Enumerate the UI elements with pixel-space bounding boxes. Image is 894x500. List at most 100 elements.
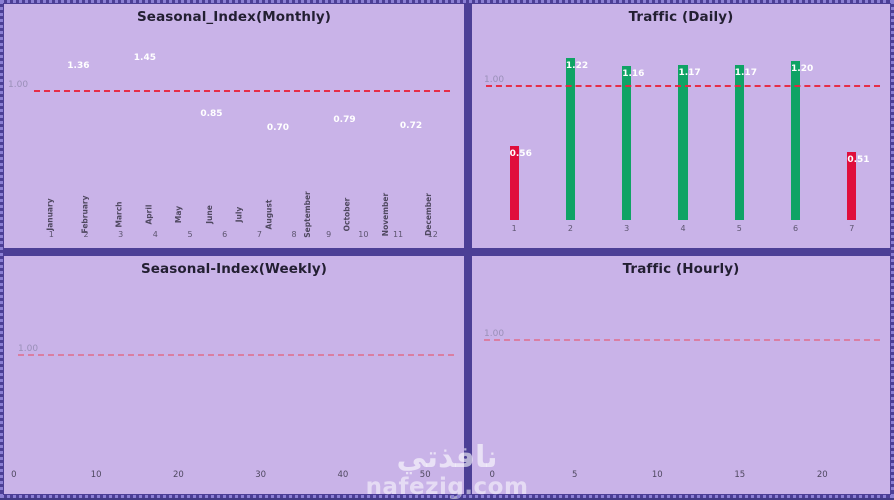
x-axis-tick-label: 4	[152, 230, 158, 239]
bar-item[interactable]: 0.85	[200, 109, 223, 120]
x-axis-tick-label: 11	[392, 230, 404, 239]
bar-item[interactable]	[253, 288, 331, 466]
plot-area-monthly: 1.361.450.850.700.790.720.760.770.851.02…	[8, 34, 450, 239]
bar-value-label: 1.17	[678, 67, 701, 78]
x-axis-tick-labels: 1 2 3 4 5 6 7	[486, 224, 880, 233]
bar-item[interactable]	[722, 288, 770, 466]
bar-item[interactable]: 1.20	[767, 34, 823, 220]
bar-item[interactable]: 1.17	[655, 34, 711, 220]
reference-line	[34, 90, 450, 93]
bar-item[interactable]	[627, 288, 675, 466]
chart-title-daily: Traffic (Daily)	[628, 9, 734, 25]
bar-item[interactable]: 1.17	[711, 34, 767, 220]
bar[interactable]: 1.17	[678, 64, 701, 220]
bar-item[interactable]	[864, 288, 890, 466]
reference-line-label: 1.00	[484, 328, 505, 339]
chart-seasonal-index-weekly: Seasonal-Index(Weekly) 1.00 0 10 20 30 40 50	[4, 256, 464, 494]
x-axis-category-label: August	[264, 199, 274, 230]
bar-item[interactable]: 1.45	[133, 52, 157, 63]
plot-area-daily: 0.56 1.22 1.16 1.17 1.17 1.20 0.51 1.00 1 2 3 4 5 6 7	[484, 34, 880, 233]
x-axis-category-label: March	[114, 201, 124, 228]
x-axis-tick-label: 2	[83, 230, 89, 239]
bar-item[interactable]: 0.51	[824, 34, 880, 220]
x-axis-tick-label: 7	[256, 230, 262, 239]
reference-line	[484, 338, 880, 341]
x-axis-tick-label: 1	[511, 224, 517, 233]
reference-line-label: 1.00	[18, 344, 39, 355]
x-axis-tick-label: 20	[172, 470, 184, 480]
bar-series: 0.56 1.22 1.16 1.17 1.17 1.20 0.51	[486, 34, 880, 220]
x-axis-tick-label: 5	[187, 230, 193, 239]
x-axis-category-label: April	[144, 204, 154, 225]
bar[interactable]: 0.56	[509, 145, 532, 220]
x-axis-tick-label: 5	[736, 224, 742, 233]
x-axis-tick-label: 50	[419, 470, 431, 480]
x-axis-tick-label: 20	[816, 470, 828, 480]
reference-line-label: 1.00	[484, 75, 505, 86]
bar[interactable]: 1.16	[622, 65, 645, 220]
x-axis-tick-label: 30	[255, 470, 267, 480]
x-axis-category-label: December	[424, 193, 434, 236]
bar-item[interactable]: 0.79	[333, 114, 356, 125]
x-axis-tick-label: 10	[651, 470, 663, 480]
bar-item[interactable]: 1.16	[599, 34, 655, 220]
plot-area-weekly: 1.00 0 10 20 30 40 50	[11, 288, 454, 480]
x-axis-category-labels: January February March April May June July Augu…	[34, 186, 450, 238]
bar-item[interactable]	[410, 288, 464, 466]
x-axis-tick-label: 1	[48, 230, 54, 239]
x-axis-tick-label: 3	[118, 230, 124, 239]
plot-area-hourly: 1.00 0 5 10 15 20	[484, 288, 880, 480]
bar-value-label: 1.16	[622, 68, 645, 79]
x-axis-tick-label: 15	[734, 470, 746, 480]
x-axis-tick-label: 2	[567, 224, 573, 233]
bar-item[interactable]: 1.22	[542, 34, 598, 220]
bar-value-label: 1.22	[565, 60, 589, 71]
bar-item[interactable]	[18, 288, 96, 466]
x-axis-tick-label: 10	[358, 230, 369, 239]
bar[interactable]: 1.20	[791, 60, 814, 220]
chart-title-hourly: Traffic (Hourly)	[622, 261, 740, 277]
bar-item[interactable]	[579, 288, 627, 466]
bar-item[interactable]: 0.56	[486, 34, 542, 220]
bar-item[interactable]	[532, 288, 580, 466]
x-axis-category-label: June	[204, 205, 214, 224]
chart-title-weekly: Seasonal-Index(Weekly)	[140, 261, 328, 277]
bar-value-label: 0.51	[847, 155, 870, 166]
x-axis-tick-labels: 0 10 20 30 40 50	[11, 470, 454, 482]
x-axis-tick-label: 8	[291, 230, 297, 239]
x-axis-category-label: November	[381, 192, 390, 237]
bar-series	[18, 288, 454, 466]
bar-item[interactable]	[175, 288, 253, 466]
bar[interactable]: 0.51	[847, 152, 870, 220]
bar-item[interactable]	[674, 288, 722, 466]
bar-item[interactable]: 0.70	[266, 123, 290, 134]
bar-value-label: 1.20	[791, 63, 814, 74]
panel-traffic-daily: Traffic (Daily) 0.56 1.22 1.16 1.17 1.17 1.20…	[468, 0, 894, 252]
bar-item[interactable]	[769, 288, 817, 466]
bar-value-label: 1.17	[734, 67, 757, 78]
x-axis-tick-labels: 0 5 10 15 20	[484, 470, 880, 482]
bar-item[interactable]	[96, 288, 174, 466]
bar[interactable]: 1.17	[734, 64, 757, 220]
reference-line	[18, 354, 454, 357]
x-axis-category-label: January	[45, 198, 55, 231]
x-axis-tick-label: 9	[326, 230, 332, 239]
panel-traffic-hourly: Traffic (Hourly) 1.00 0 5 10 15 20	[468, 252, 894, 498]
bar-item[interactable]: 1.36	[67, 61, 90, 72]
x-axis-tick-label: 40	[337, 470, 349, 480]
bar-item[interactable]	[817, 288, 865, 466]
x-axis-tick-label: 6	[793, 224, 799, 233]
reference-line-label: 1.00	[8, 80, 29, 91]
bar-item[interactable]: 0.72	[399, 121, 423, 132]
bar-item[interactable]	[484, 288, 532, 466]
bar-item[interactable]: 0.76	[433, 34, 464, 186]
chart-traffic-daily: Traffic (Daily) 0.56 1.22 1.16 1.17 1.17 1.20…	[472, 4, 890, 248]
bar-item[interactable]	[332, 288, 410, 466]
x-axis-tick-label: 10	[90, 470, 102, 480]
x-axis-tick-label: 4	[680, 224, 686, 233]
bar[interactable]: 1.22	[565, 57, 589, 220]
x-axis-category-label: July	[234, 206, 244, 223]
x-axis-tick-label: 0	[489, 470, 495, 480]
